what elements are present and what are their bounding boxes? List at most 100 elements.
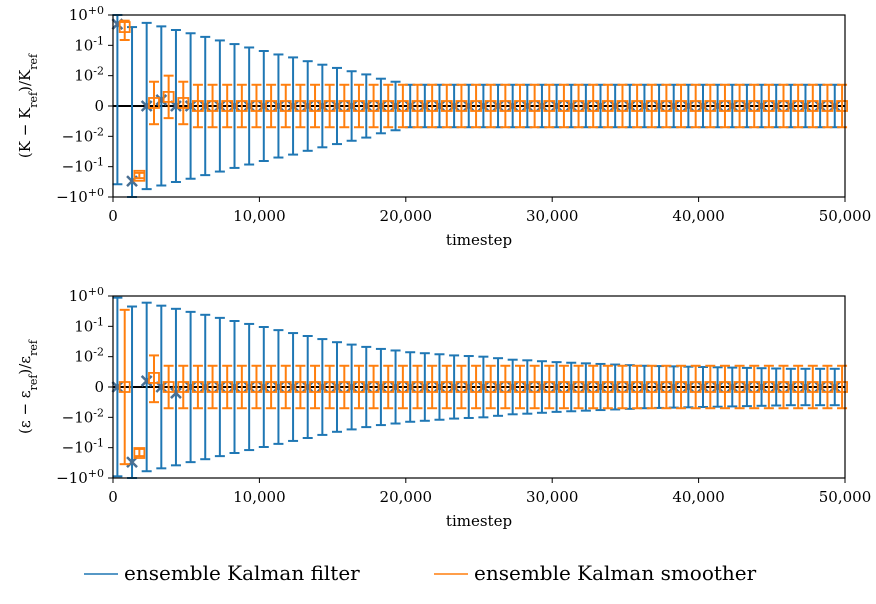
data-point bbox=[492, 100, 504, 112]
data-point bbox=[301, 100, 314, 112]
data-point bbox=[367, 100, 380, 112]
data-point bbox=[426, 100, 439, 112]
data-point bbox=[645, 100, 658, 112]
data-point bbox=[184, 100, 197, 112]
data-point bbox=[418, 381, 431, 393]
data-point bbox=[784, 381, 797, 393]
y-tick-label: −10-2 bbox=[62, 125, 104, 146]
y-tick-label: 0 bbox=[94, 97, 104, 115]
data-point bbox=[609, 100, 622, 112]
data-point bbox=[638, 100, 651, 112]
data-point bbox=[528, 381, 541, 393]
data-point bbox=[272, 100, 285, 112]
legend-label: ensemble Kalman smoother bbox=[474, 561, 757, 585]
x-tick-label: 10,000 bbox=[233, 488, 286, 506]
y-tick-label: −10-2 bbox=[62, 406, 104, 427]
data-point bbox=[133, 169, 146, 182]
data-point bbox=[477, 381, 490, 393]
data-point bbox=[462, 100, 475, 112]
data-point bbox=[133, 447, 146, 459]
data-point bbox=[748, 100, 761, 112]
data-point bbox=[257, 100, 270, 112]
data-point bbox=[287, 381, 299, 393]
data-point bbox=[111, 381, 124, 393]
data-point bbox=[294, 100, 307, 112]
data-point bbox=[162, 91, 175, 103]
data-point bbox=[660, 100, 673, 112]
data-point bbox=[514, 100, 526, 112]
data-point bbox=[799, 100, 812, 112]
data-point bbox=[192, 381, 204, 393]
y-tick-label: −10+0 bbox=[56, 186, 104, 207]
data-point bbox=[448, 100, 460, 112]
data-point bbox=[404, 381, 417, 393]
data-point bbox=[741, 381, 753, 393]
data-point bbox=[543, 381, 556, 393]
data-point bbox=[199, 100, 212, 112]
data-point bbox=[733, 100, 746, 112]
data-point bbox=[309, 381, 321, 393]
data-point bbox=[477, 100, 490, 112]
data-point bbox=[631, 381, 644, 393]
data-point bbox=[360, 381, 373, 393]
data-point bbox=[470, 100, 482, 112]
data-point bbox=[587, 381, 600, 393]
x-tick-label: 10,000 bbox=[233, 207, 286, 225]
data-point bbox=[565, 100, 578, 112]
data-point bbox=[353, 100, 365, 112]
data-point bbox=[682, 381, 695, 393]
data-point bbox=[250, 100, 263, 112]
data-point bbox=[536, 100, 548, 112]
data-point bbox=[148, 97, 160, 109]
data-point bbox=[367, 381, 380, 393]
data-point bbox=[821, 100, 834, 112]
data-point bbox=[579, 100, 592, 112]
data-point bbox=[309, 100, 321, 112]
data-point bbox=[601, 381, 614, 393]
data-point bbox=[675, 381, 687, 393]
data-point bbox=[404, 100, 417, 112]
data-point bbox=[770, 381, 783, 393]
data-point bbox=[828, 381, 841, 393]
legend: ensemble Kalman filter ensemble Kalman sm… bbox=[84, 561, 757, 585]
y-tick-label: 10-2 bbox=[74, 64, 104, 85]
data-point bbox=[704, 381, 717, 393]
data-point bbox=[455, 100, 468, 112]
data-point bbox=[353, 381, 365, 393]
data-point bbox=[777, 381, 790, 393]
data-point bbox=[594, 100, 607, 112]
data-point bbox=[316, 381, 329, 393]
data-point bbox=[814, 100, 826, 112]
data-point bbox=[433, 381, 446, 393]
data-point bbox=[396, 381, 409, 393]
series-filter bbox=[111, 14, 841, 198]
data-point bbox=[462, 381, 475, 393]
data-point bbox=[594, 381, 607, 393]
data-point bbox=[697, 381, 709, 393]
data-point bbox=[653, 100, 665, 112]
series-smoother bbox=[118, 308, 848, 466]
data-point bbox=[704, 100, 717, 112]
data-point bbox=[316, 100, 329, 112]
data-point bbox=[206, 381, 219, 393]
data-point bbox=[697, 100, 709, 112]
data-point bbox=[192, 100, 204, 112]
data-point bbox=[726, 381, 739, 393]
data-point bbox=[689, 381, 702, 393]
data-point bbox=[623, 100, 636, 112]
x-axis-label: timestep bbox=[446, 231, 512, 249]
data-point bbox=[118, 21, 131, 33]
data-point bbox=[279, 100, 292, 112]
data-point bbox=[719, 381, 731, 393]
data-point bbox=[155, 94, 168, 106]
data-point bbox=[492, 381, 504, 393]
data-point bbox=[389, 100, 402, 112]
data-point bbox=[506, 381, 519, 393]
data-point bbox=[499, 100, 512, 112]
data-point bbox=[235, 381, 248, 393]
data-point bbox=[140, 100, 153, 112]
x-tick-label: 30,000 bbox=[526, 488, 579, 506]
data-point bbox=[484, 381, 497, 393]
y-tick-label: 10-1 bbox=[74, 34, 104, 55]
